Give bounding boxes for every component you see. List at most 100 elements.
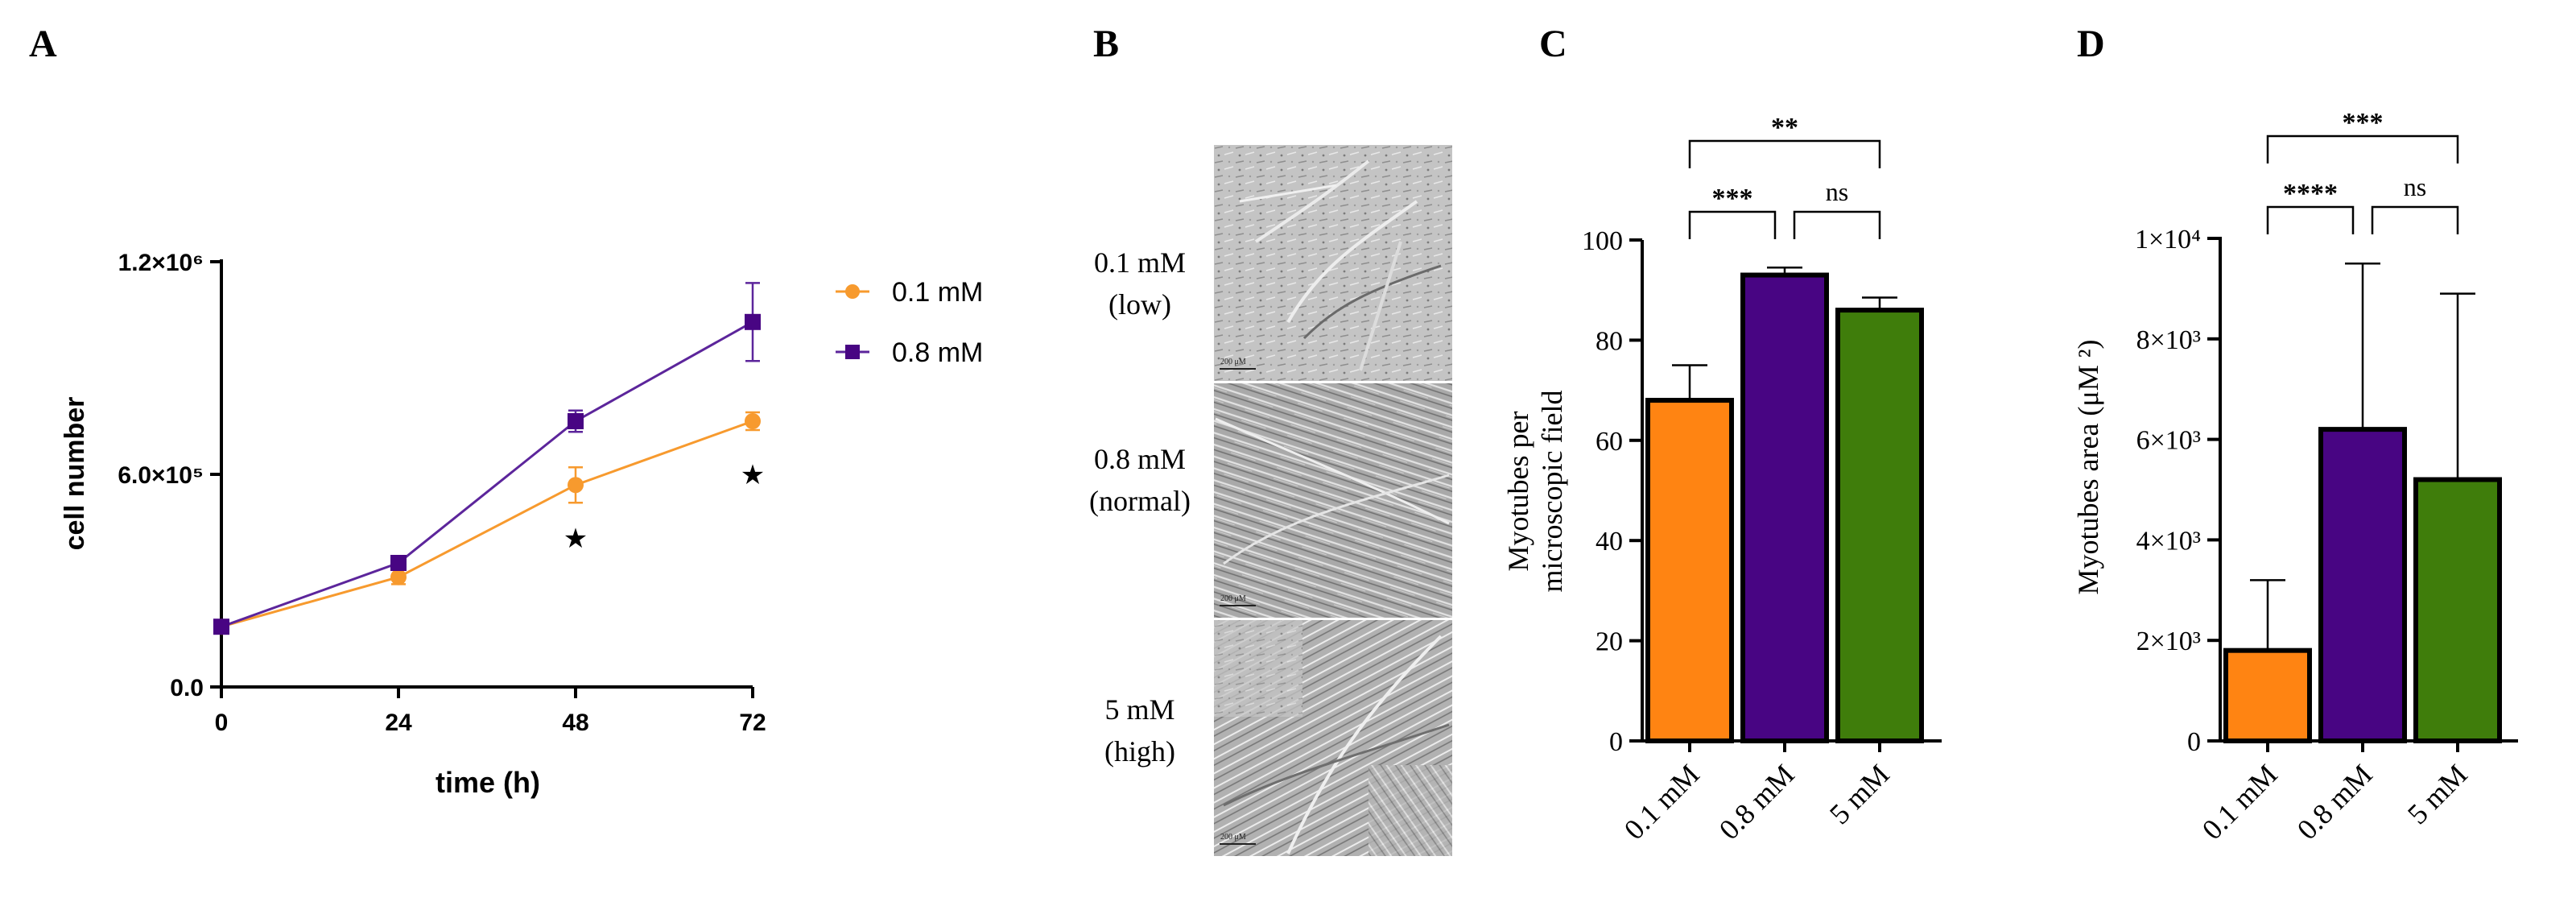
- legend-item-0.1mM: 0.1 mM: [836, 277, 983, 308]
- panel-c-y-tick-label: 60: [1596, 427, 1623, 457]
- scale-bar-label: 200 μM: [1220, 833, 1246, 842]
- significance-label: ***: [2343, 108, 2384, 138]
- micrograph-label-high-desc: (high): [1104, 735, 1175, 767]
- series-line: [221, 321, 753, 628]
- bar: [2413, 477, 2502, 744]
- significance-bracket: ns: [1793, 177, 1881, 239]
- micrograph-label-normal-desc: (normal): [1089, 485, 1191, 517]
- legend-label-0.8mM: 0.8 mM: [892, 337, 983, 368]
- significance-label: ns: [1826, 177, 1848, 206]
- panel-a-y-tick-label: 6.0×10⁵: [118, 462, 204, 489]
- panel-d-x-tick-label: 0.1 mM: [2196, 758, 2284, 846]
- panel-c-bar-1: [1740, 266, 1829, 744]
- panel-c-y-tick-label: 0: [1609, 727, 1623, 757]
- significance-label: ****: [2283, 179, 2338, 209]
- micrograph-image-low: 200 μM: [1214, 145, 1452, 381]
- panel-d-bar-0: [2223, 579, 2312, 743]
- significance-star: ★: [741, 460, 765, 490]
- significance-label: **: [1771, 113, 1798, 143]
- significance-bracket: **: [1688, 113, 1881, 168]
- bracket-line: [1793, 210, 1881, 239]
- bar: [1740, 272, 1829, 744]
- series-line: [221, 420, 753, 628]
- panel-label-a: A: [29, 23, 57, 65]
- panel-d-y-tick-label: 1×10⁴: [2135, 225, 2201, 254]
- data-point: [390, 569, 407, 585]
- significance-label: ***: [1712, 184, 1753, 213]
- panel-label-b: B: [1093, 23, 1119, 65]
- legend-marker-square: [845, 345, 860, 359]
- micrograph-label-low-conc: 0.1 mM: [1094, 246, 1186, 279]
- panel-d-bar-chart: 0 2×10³ 4×10³ 6×10³ 8×10³ 1×10⁴ **** ns *** 0.1…: [2072, 108, 2518, 846]
- panel-a-y-axis-label: cell number: [60, 397, 90, 551]
- significance-bracket: ***: [2266, 108, 2459, 163]
- panel-c-x-tick-label: 0.1 mM: [1618, 758, 1706, 846]
- panel-a-series-normal: [213, 282, 761, 635]
- panel-d-x-tick-label: 0.8 mM: [2291, 758, 2379, 846]
- panel-label-c: C: [1539, 23, 1567, 65]
- panel-d-y-axis-label: Myotubes area (μM ²): [2072, 339, 2104, 594]
- panel-a-x-tick-label: 48: [562, 709, 588, 736]
- data-point: [568, 477, 584, 494]
- panel-d-y-tick-label: 6×10³: [2136, 426, 2201, 456]
- panel-label-d: D: [2077, 23, 2105, 65]
- micrograph-row-low: 0.1 mM (low) 200 μM: [1094, 145, 1452, 381]
- bracket-line: [1688, 210, 1777, 239]
- panel-d-bar-1: [2318, 262, 2407, 743]
- data-point: [213, 618, 229, 635]
- panel-d-y-tick-label: 8×10³: [2136, 325, 2201, 355]
- panel-c-y-tick-label: 40: [1596, 527, 1623, 556]
- bar: [2318, 427, 2407, 743]
- scale-bar-label: 200 μM: [1220, 358, 1246, 366]
- data-point: [568, 413, 584, 429]
- panel-c-y-axis-label-line2: microscopic field: [1536, 391, 1568, 593]
- micrograph-label-low-desc: (low): [1108, 288, 1171, 321]
- panel-a-series-low: [213, 411, 761, 635]
- legend-marker-circle: [845, 284, 860, 299]
- panel-d-y-tick-label: 0: [2187, 727, 2201, 757]
- legend-label-0.1mM: 0.1 mM: [892, 277, 983, 308]
- panel-a-y-tick-label: 1.2×10⁶: [118, 250, 204, 276]
- panel-c-y-tick-label: 80: [1596, 326, 1623, 356]
- bracket-line: [2371, 205, 2459, 234]
- bar: [1645, 398, 1734, 743]
- panel-c-bar-chart: 0 20 40 60 80 100 *** ns ** 0.1 mM 0.8 mM 5 mM My…: [1502, 113, 1942, 846]
- panel-d-y-tick-label: 2×10³: [2136, 627, 2201, 656]
- panel-c-bar-2: [1835, 296, 1924, 743]
- panel-a-y-tick-label: 0.0: [170, 675, 204, 701]
- panel-c-bar-0: [1645, 364, 1734, 743]
- panel-a-legend: 0.1 mM 0.8 mM: [836, 277, 983, 368]
- panel-b-micrographs: 0.1 mM (low) 200 μM 0.8 mM (normal): [1089, 145, 1452, 856]
- panel-a-x-tick-label: 24: [385, 709, 412, 736]
- significance-label: ns: [2404, 172, 2426, 201]
- panel-a-x-tick-label: 72: [739, 709, 766, 736]
- micrograph-label-normal-conc: 0.8 mM: [1094, 443, 1186, 475]
- micrograph-image-normal: 200 μM: [1214, 383, 1452, 618]
- panel-c-y-tick-label: 20: [1596, 627, 1623, 657]
- bracket-line: [1688, 139, 1881, 168]
- micrograph-image-high: 200 μM: [1214, 620, 1452, 856]
- panel-d-y-tick-label: 4×10³: [2136, 526, 2201, 556]
- panel-a-x-tick-label: 0: [215, 709, 229, 736]
- panel-c-x-tick-label: 0.8 mM: [1713, 758, 1801, 846]
- panel-c-y-tick-label: 100: [1582, 226, 1623, 256]
- panel-d-x-tick-label: 5 mM: [2401, 758, 2474, 830]
- panel-c-x-tick-label: 5 mM: [1823, 758, 1896, 830]
- significance-bracket: ****: [2266, 179, 2355, 234]
- micrograph-label-high-conc: 5 mM: [1104, 693, 1174, 726]
- micrograph-row-normal: 0.8 mM (normal) 200 μM: [1089, 383, 1452, 618]
- micrograph-row-high: 5 mM (high) 200 μM: [1104, 620, 1452, 856]
- data-point: [745, 313, 761, 330]
- bar: [1835, 308, 1924, 743]
- data-point: [745, 413, 761, 429]
- significance-star: ★: [564, 523, 588, 554]
- panel-a-x-axis-label: time (h): [436, 766, 540, 799]
- significance-bracket: ***: [1688, 184, 1777, 239]
- significance-bracket: ns: [2371, 172, 2459, 234]
- legend-item-0.8mM: 0.8 mM: [836, 337, 983, 368]
- bracket-line: [2266, 205, 2355, 234]
- bar: [2223, 647, 2312, 743]
- data-point: [390, 555, 407, 571]
- panel-c-y-axis-label-line1: Myotubes per: [1502, 412, 1534, 572]
